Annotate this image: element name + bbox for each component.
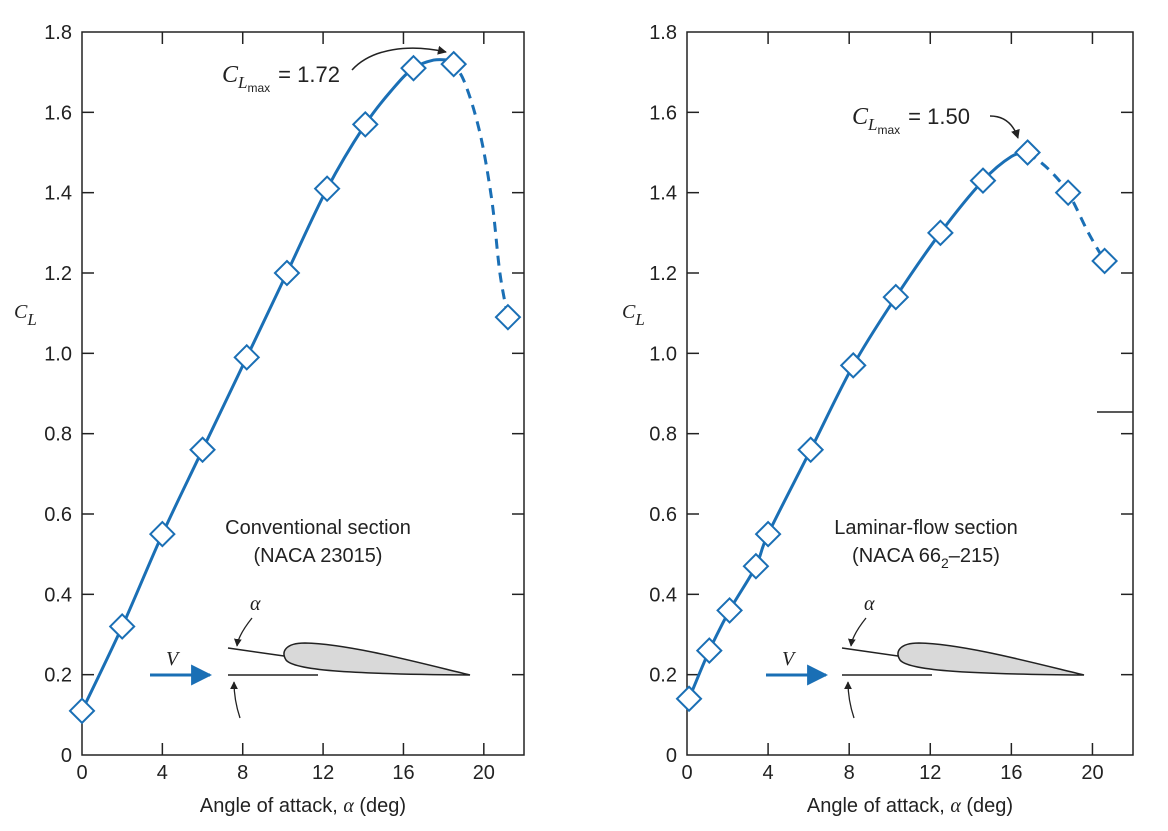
chord-line: [841, 647, 899, 657]
y-tick-label: 0: [666, 745, 677, 767]
data-point-marker: [273, 259, 301, 287]
series-curve-dashed: [1026, 151, 1106, 262]
x-tick-label: 12: [919, 762, 941, 784]
data-point-marker: [969, 167, 997, 195]
x-tick-label: 0: [76, 762, 87, 784]
svg-text:CLmax= 1.72: CLmax= 1.72: [222, 62, 340, 95]
data-point-marker: [148, 520, 176, 548]
angle-label: α: [864, 593, 875, 615]
y-tick-label: 1.6: [44, 102, 72, 124]
flow-velocity-label: V: [782, 648, 797, 670]
y-tick-label: 0.4: [44, 584, 72, 606]
y-tick-label: 0.6: [44, 504, 72, 526]
x-tick-label: 0: [681, 762, 692, 784]
flow-velocity-label: V: [166, 648, 181, 670]
data-point-marker: [695, 637, 723, 664]
section-label-line1: Laminar-flow section: [834, 517, 1017, 539]
angle-arrow-top: [848, 617, 867, 647]
cl-max-annotation: CLmax= 1.50: [852, 104, 1020, 139]
data-point-marker: [839, 351, 867, 379]
data-point-marker: [754, 520, 782, 548]
airfoil-icon: [283, 642, 471, 676]
y-tick-label: 1.2: [44, 263, 72, 285]
section-label-line1: Conventional section: [225, 517, 411, 539]
y-tick-label: 1.8: [44, 22, 72, 44]
chart-panel-conventional: 0 0.2 0.4 0.6 0.8 1.0 1.2 1.4 1.6 1.8 0 4 8 12 16 20 C…: [14, 22, 525, 817]
y-tick-label: 0: [61, 745, 72, 767]
y-axis-title: CL: [622, 301, 645, 329]
y-tick-label: 1.0: [44, 343, 72, 365]
data-point-marker: [675, 685, 703, 713]
y-tick-label: 1.2: [649, 263, 677, 285]
section-label-line2: (NACA 662–215): [852, 545, 1000, 571]
y-tick-label: 1.0: [649, 343, 677, 365]
x-tick-label: 8: [844, 762, 855, 784]
series-curve-solid: [80, 58, 450, 712]
svg-text:CLmax= 1.50: CLmax= 1.50: [852, 104, 970, 137]
x-tick-label: 16: [1000, 762, 1022, 784]
y-tick-label: 0.6: [649, 504, 677, 526]
data-point-marker: [742, 552, 770, 580]
data-point-marker: [1054, 179, 1082, 207]
data-point-marker: [926, 219, 954, 247]
x-tick-label: 16: [392, 762, 414, 784]
data-point-marker: [68, 697, 96, 725]
y-tick-label: 1.6: [649, 102, 677, 124]
y-tick-label: 0.8: [44, 424, 72, 446]
y-tick-label: 0.2: [649, 665, 677, 687]
y-axis-ticks: 0 0.2 0.4 0.6 0.8 1.0 1.2 1.4 1.6 1.8: [649, 22, 1133, 767]
y-tick-label: 0.8: [649, 424, 677, 446]
plot-frame: [81, 31, 525, 756]
y-tick-label: 1.4: [649, 183, 677, 205]
section-label-line2: (NACA 23015): [254, 545, 383, 567]
data-point-marker: [400, 54, 427, 82]
x-axis-title: Angle of attack, α (deg): [807, 795, 1013, 817]
series-curve-solid: [687, 151, 1028, 700]
data-point-marker: [716, 596, 743, 624]
x-tick-label: 20: [1081, 762, 1103, 784]
cl-max-annotation: CLmax= 1.72: [222, 45, 447, 95]
y-tick-label: 1.4: [44, 183, 72, 205]
angle-arrow-bottom: [844, 681, 855, 719]
data-point-marker: [351, 110, 379, 138]
x-axis-title: Angle of attack, α (deg): [200, 795, 406, 817]
y-tick-label: 0.2: [44, 665, 72, 687]
plot-frame: [686, 31, 1134, 756]
x-tick-label: 4: [763, 762, 774, 784]
data-point-marker: [440, 50, 468, 78]
y-tick-label: 1.8: [649, 22, 677, 44]
data-point-marker: [1091, 247, 1119, 275]
y-tick-label: 0.4: [649, 584, 677, 606]
x-tick-label: 4: [157, 762, 168, 784]
series-markers: [68, 50, 522, 725]
airfoil-diagram: V α: [150, 593, 471, 719]
data-point-marker: [189, 436, 216, 464]
chord-line: [227, 647, 285, 657]
series-markers: [675, 139, 1119, 713]
x-tick-label: 8: [237, 762, 248, 784]
angle-label: α: [250, 593, 261, 615]
cl-max-arrow: [351, 45, 447, 71]
x-tick-label: 12: [312, 762, 334, 784]
cl-max-arrow: [989, 115, 1020, 139]
data-point-marker: [313, 175, 341, 203]
y-axis-title: CL: [14, 301, 37, 329]
y-axis-ticks: 0 0.2 0.4 0.6 0.8 1.0 1.2 1.4 1.6 1.8: [44, 22, 524, 767]
airfoil-diagram: V α: [766, 593, 1085, 719]
angle-arrow-bottom: [230, 681, 241, 719]
data-point-marker: [1014, 139, 1041, 166]
angle-arrow-top: [234, 617, 253, 647]
x-tick-label: 20: [473, 762, 495, 784]
data-point-marker: [233, 343, 261, 371]
airfoil-icon: [897, 642, 1085, 676]
x-axis-ticks: 0 4 8 12 16 20: [76, 32, 495, 784]
data-point-marker: [108, 613, 136, 640]
series-curve-dashed: [448, 59, 510, 318]
chart-panel-laminar: 0 0.2 0.4 0.6 0.8 1.0 1.2 1.4 1.6 1.8 0 4 8 12 16 20 C…: [622, 22, 1134, 817]
data-point-marker: [797, 436, 825, 464]
x-axis-ticks: 0 4 8 12 16 20: [681, 32, 1104, 784]
data-point-marker: [494, 303, 522, 331]
data-point-marker: [882, 283, 910, 311]
